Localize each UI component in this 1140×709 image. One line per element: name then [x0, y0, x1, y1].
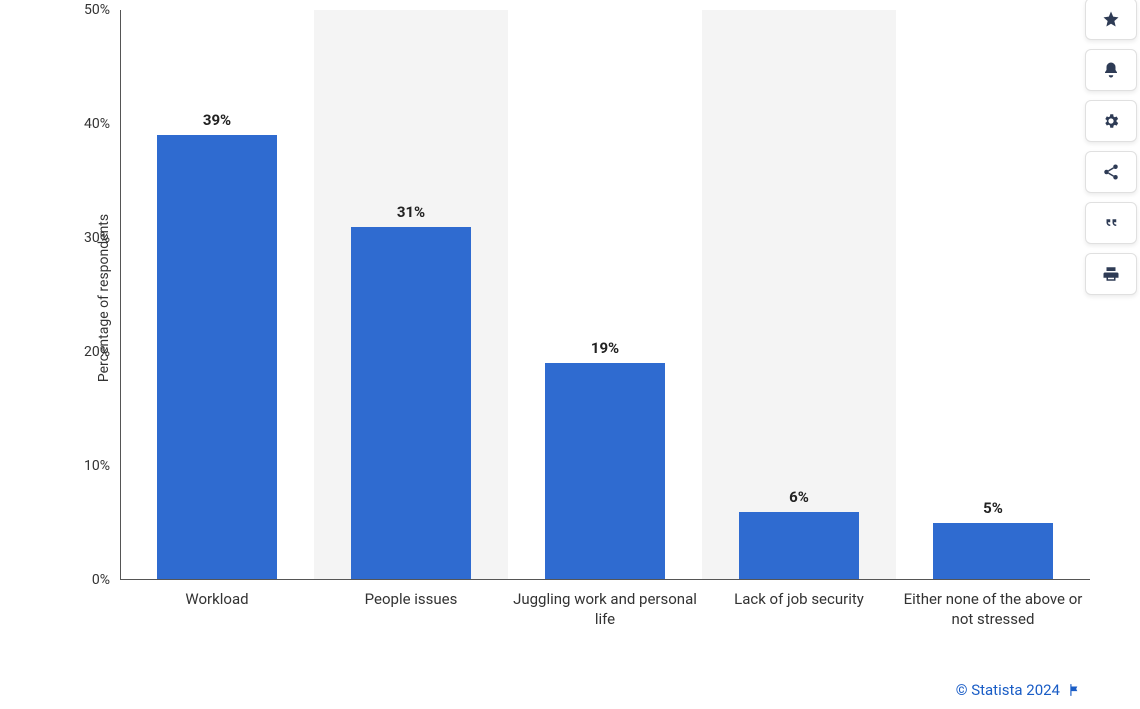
gear-icon: [1102, 112, 1120, 130]
share-button[interactable]: [1085, 151, 1137, 193]
favorite-button[interactable]: [1085, 0, 1137, 40]
notifications-button[interactable]: [1085, 49, 1137, 91]
y-axis-line: [120, 10, 121, 580]
y-tick-label: 10%: [70, 458, 110, 474]
attribution-text: © Statista 2024: [956, 681, 1060, 699]
bar[interactable]: [157, 135, 277, 580]
bar[interactable]: [351, 227, 471, 580]
bar-value-label: 31%: [314, 203, 508, 221]
bell-icon: [1102, 61, 1120, 79]
x-tick-label: Either none of the above or not stressed: [896, 590, 1090, 629]
bars-layer: 39%Workload31%People issues19%Juggling w…: [120, 10, 1090, 580]
x-tick-label: Workload: [120, 590, 314, 610]
bar-value-label: 6%: [702, 488, 896, 506]
x-tick-label: People issues: [314, 590, 508, 610]
bar[interactable]: [545, 363, 665, 580]
attribution[interactable]: © Statista 2024: [956, 681, 1082, 699]
bar[interactable]: [933, 523, 1053, 580]
y-tick-label: 30%: [70, 230, 110, 246]
y-tick-label: 0%: [70, 572, 110, 588]
bar-value-label: 19%: [508, 339, 702, 357]
chart-container: Percentage of respondents 0%10%20%30%40%…: [30, 0, 1080, 660]
x-axis-line: [120, 579, 1090, 580]
x-tick-label: Juggling work and personal life: [508, 590, 702, 629]
x-tick-label: Lack of job security: [702, 590, 896, 610]
y-tick-label: 50%: [70, 2, 110, 18]
bar-value-label: 5%: [896, 499, 1090, 517]
toolbar: [1085, 0, 1137, 295]
bar-value-label: 39%: [120, 111, 314, 129]
y-tick-label: 40%: [70, 116, 110, 132]
bar[interactable]: [739, 512, 859, 580]
y-tick-label: 20%: [70, 344, 110, 360]
settings-button[interactable]: [1085, 100, 1137, 142]
plot-area: 0%10%20%30%40%50% 39%Workload31%People i…: [120, 10, 1090, 580]
star-icon: [1102, 10, 1120, 28]
print-button[interactable]: [1085, 253, 1137, 295]
quote-icon: [1102, 214, 1120, 232]
print-icon: [1102, 265, 1120, 283]
share-icon: [1102, 163, 1120, 181]
flag-icon: [1068, 683, 1082, 697]
cite-button[interactable]: [1085, 202, 1137, 244]
